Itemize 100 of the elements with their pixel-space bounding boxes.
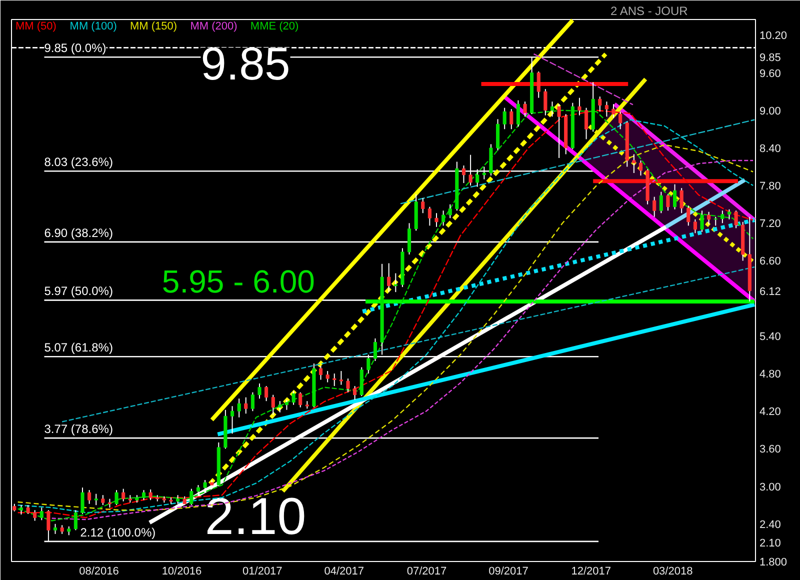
y-tick-label: 6.12 — [760, 286, 781, 298]
candlestick — [318, 366, 323, 380]
y-tick-label: 1.800 — [760, 556, 788, 568]
candlestick — [332, 373, 336, 387]
candlestick — [53, 523, 58, 534]
candlestick — [720, 210, 724, 224]
candlestick — [727, 208, 732, 220]
candlestick — [230, 406, 234, 434]
candlestick — [237, 398, 241, 418]
candlestick — [40, 507, 44, 521]
y-tick-label: 8.40 — [760, 142, 781, 155]
candlestick — [434, 212, 438, 228]
candlestick — [666, 194, 670, 212]
candlestick — [536, 71, 540, 98]
candlestick — [510, 108, 514, 130]
x-tick-label: 07/2017 — [406, 566, 447, 578]
ref-line-label: 2.12 (100.0%) — [80, 525, 156, 540]
y-tick-label: 9.00 — [760, 105, 781, 118]
annotation: 2.10 — [204, 488, 306, 546]
text: MM (50) — [16, 20, 56, 33]
x-tick-label: 08/2016 — [79, 566, 119, 578]
candlestick — [428, 206, 432, 226]
candlestick — [680, 188, 684, 214]
candlestick — [394, 272, 398, 293]
y-tick-label: 2.10 — [760, 538, 781, 550]
candlestick — [632, 154, 636, 174]
candlestick — [190, 488, 194, 506]
candlestick — [652, 196, 656, 218]
candlestick — [258, 383, 262, 400]
candlestick — [550, 101, 554, 118]
candlestick — [496, 118, 500, 151]
candlestick — [114, 490, 118, 506]
annotation: 5.95 - 6.00 — [162, 263, 315, 300]
candlestick — [203, 480, 207, 491]
candlestick — [421, 198, 425, 214]
candlestick — [101, 494, 105, 506]
candlestick — [387, 262, 391, 293]
candlestick — [686, 205, 690, 226]
ref-line-label: 8.03 (23.6%) — [44, 155, 113, 170]
candlestick — [693, 218, 697, 234]
candlestick — [672, 184, 677, 210]
candlestick — [284, 399, 289, 410]
candlestick — [612, 104, 616, 118]
ref-line-label: 3.77 (78.6%) — [44, 422, 113, 436]
candlestick — [339, 370, 343, 386]
candlestick — [707, 211, 711, 225]
y-tick-label: 9.60 — [760, 68, 781, 80]
x-tick-label: 04/2017 — [324, 566, 364, 578]
candlestick — [618, 111, 622, 130]
candlestick — [142, 490, 146, 501]
candlestick — [88, 490, 92, 504]
candlestick — [244, 396, 248, 414]
x-tick-label: 09/2017 — [488, 566, 528, 578]
candlestick — [74, 510, 78, 531]
x-tick-label: 03/2018 — [652, 566, 693, 578]
annotation: 9.85 — [200, 38, 290, 90]
candlestick — [33, 510, 37, 522]
candlestick — [148, 488, 152, 501]
candlestick — [94, 493, 98, 506]
y-tick-label: 7.80 — [760, 180, 781, 193]
x-tick-label: 12/2017 — [571, 566, 612, 578]
x-tick-label: 10/2016 — [162, 566, 202, 578]
text: MME (20) — [250, 20, 299, 33]
candlestick — [448, 204, 452, 219]
candlestick — [604, 101, 608, 118]
ref-line-label: 5.07 (61.8%) — [44, 340, 113, 355]
candlestick — [557, 104, 561, 158]
y-tick-label: 4.80 — [760, 368, 781, 381]
candlestick — [578, 97, 582, 116]
candlestick — [502, 107, 506, 130]
candlestick — [659, 191, 663, 214]
candlestick — [353, 386, 357, 400]
candlestick — [326, 370, 330, 383]
y-tick-label: 9.85 — [760, 52, 781, 64]
y-tick-label: 2.40 — [760, 518, 781, 531]
text: MM (200) — [190, 20, 238, 33]
candlestick — [734, 210, 738, 229]
candlestick — [19, 504, 24, 516]
candlestick — [346, 378, 350, 393]
candlestick — [250, 392, 254, 412]
y-tick-label: 4.20 — [760, 406, 781, 418]
candlestick — [278, 400, 282, 413]
candlestick — [523, 101, 527, 118]
candlestick — [544, 88, 548, 116]
ref-line-label: 5.97 (50.0%) — [44, 284, 113, 298]
ref-line-label: 9.85 (0.0%) — [44, 41, 106, 56]
y-tick-label: 3.00 — [760, 481, 781, 494]
candlestick — [271, 394, 275, 416]
candlestick — [516, 100, 520, 128]
candlestick — [638, 160, 643, 176]
ref-line-label: 6.90 (38.2%) — [44, 226, 113, 240]
y-tick-label: 7.20 — [760, 218, 781, 230]
candlestick — [122, 488, 126, 502]
y-tick-label: 5.40 — [760, 330, 781, 343]
text: MM (150) — [130, 20, 178, 33]
y-tick-label: 10.20 — [760, 30, 788, 42]
candlestick — [264, 386, 268, 402]
candlestick — [598, 96, 602, 112]
candlestick — [700, 210, 704, 232]
chart-subtitle: 2 ANS - JOUR — [610, 4, 688, 18]
